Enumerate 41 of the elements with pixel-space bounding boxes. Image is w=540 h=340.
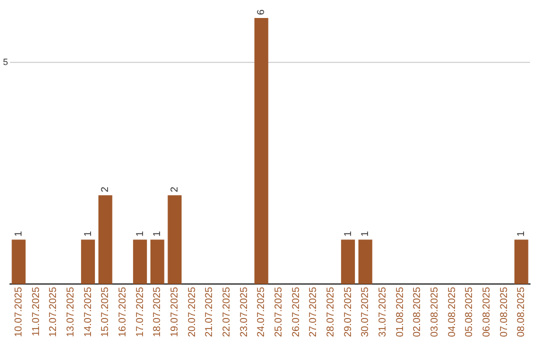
x-tick-label: 24.07.2025 (256, 286, 268, 338)
x-tick-label: 07.08.2025 (498, 286, 510, 338)
x-tick-label: 04.08.2025 (446, 286, 458, 338)
data-label: 6 (256, 9, 268, 15)
data-label: 1 (342, 230, 354, 237)
data-label: 1 (516, 230, 528, 237)
data-label: 2 (100, 186, 112, 192)
x-tick-label: 08.08.2025 (516, 286, 528, 338)
data-label: 1 (134, 230, 146, 237)
x-tick-label: 17.07.2025 (134, 286, 146, 338)
x-tick-label: 06.08.2025 (481, 286, 492, 338)
x-tick-label: 12.07.2025 (48, 286, 60, 338)
x-tick-label: 01.08.2025 (394, 286, 406, 338)
x-tick-label: 28.07.2025 (325, 286, 336, 338)
x-tick-label: 29.07.2025 (342, 286, 354, 338)
x-tick-label: 20.07.2025 (186, 286, 198, 338)
x-tick-label: 02.08.2025 (412, 286, 424, 338)
x-tick-label: 22.07.2025 (221, 286, 232, 338)
x-tick-label: 16.07.2025 (117, 286, 128, 338)
x-tick-label: 15.07.2025 (100, 286, 112, 338)
ref-line-label: 5 (2, 56, 8, 67)
x-tick-label: 11.07.2025 (30, 286, 42, 336)
x-tick-label: 05.08.2025 (464, 286, 476, 338)
x-tick-label: 30.07.2025 (360, 286, 372, 338)
x-tick-label: 23.07.2025 (238, 286, 250, 338)
x-tick-label: 26.07.2025 (290, 286, 302, 338)
data-label: 1 (360, 230, 372, 237)
x-tick-label: 03.08.2025 (429, 286, 440, 338)
x-tick-label: 18.07.2025 (152, 286, 164, 338)
x-tick-label: 10.07.2025 (13, 286, 24, 338)
data-label: 1 (82, 230, 94, 237)
x-tick-label: 25.07.2025 (273, 286, 284, 338)
data-label: 1 (152, 230, 164, 237)
x-tick-label: 31.07.2025 (377, 286, 388, 338)
data-label: 1 (13, 230, 24, 237)
data-label: 2 (169, 186, 180, 192)
x-tick-label: 27.07.2025 (308, 286, 320, 338)
x-tick-label: 14.07.2025 (82, 286, 94, 338)
x-tick-label: 19.07.2025 (169, 286, 180, 338)
x-tick-label: 13.07.2025 (65, 286, 76, 338)
x-tick-label: 21.07.2025 (204, 286, 216, 338)
